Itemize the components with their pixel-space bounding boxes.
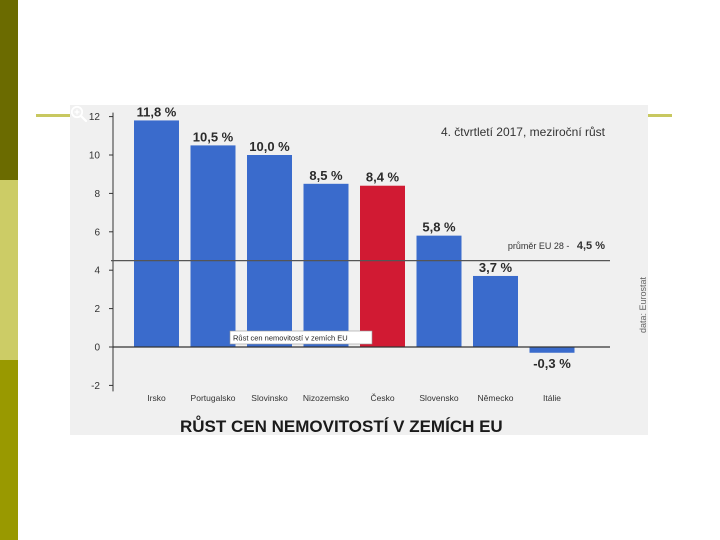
bar-5 [416, 235, 462, 347]
y-tick-label-7: 12 [89, 112, 101, 123]
y-tick-label-3: 4 [94, 266, 100, 277]
bars [134, 120, 575, 353]
bar-4 [360, 185, 405, 347]
x-tick-label-4: Česko [370, 393, 394, 403]
avg-annotation: průměr EU 28 - 4,5 % [508, 236, 605, 253]
value-label-6: 3,7 % [479, 260, 513, 275]
avg-label: průměr EU 28 - [508, 241, 570, 251]
decor-line-left [36, 114, 76, 117]
value-label-3: 8,5 % [309, 168, 343, 183]
value-label-4: 8,4 % [366, 170, 400, 185]
bar-7 [529, 347, 575, 353]
avg-value: 4,5 % [577, 240, 605, 252]
tooltip: Růst cen nemovitostí v zemích EU [229, 330, 373, 345]
bar-chart: -2 0 2 4 6 8 10 12 11,8 % 10,5 % 10,0 % 8,5 % 8,4 %… [89, 105, 648, 435]
data-source: data: Eurostat [638, 276, 648, 333]
value-labels: 11,8 % 10,5 % 10,0 % 8,5 % 8,4 % 5,8 % 3,7 % -0… [137, 105, 572, 371]
x-tick-label-0: Irsko [147, 393, 166, 403]
x-axis-labels: Irsko Portugalsko Slovinsko Nizozemsko Česko… [147, 393, 561, 403]
x-tick-label-5: Slovensko [419, 393, 458, 403]
zoom-in-icon[interactable] [70, 105, 88, 123]
chart-subtitle: 4. čtvrtletí 2017, meziroční růst [441, 125, 606, 139]
tooltip-box [229, 330, 373, 345]
bar-1 [190, 145, 236, 347]
bar-3 [303, 183, 349, 347]
y-tick-label-0: -2 [91, 381, 100, 392]
y-axis: -2 0 2 4 6 8 10 12 [89, 112, 114, 392]
x-tick-label-3: Nizozemsko [303, 393, 350, 403]
x-tick-label-2: Slovinsko [251, 393, 288, 403]
x-tick-label-7: Itálie [543, 393, 561, 403]
bar-0 [134, 120, 179, 347]
side-bar-top [0, 0, 18, 180]
y-tick-label-4: 6 [94, 227, 100, 238]
side-bar-middle [0, 180, 18, 360]
y-tick-label-1: 0 [94, 343, 100, 354]
bar-6 [473, 275, 518, 347]
value-label-0: 11,8 % [137, 105, 177, 119]
value-label-5: 5,8 % [422, 220, 456, 235]
bar-2 [247, 155, 292, 347]
side-bar-bottom [0, 360, 18, 540]
value-label-7: -0,3 % [533, 356, 571, 371]
decor-line-right [645, 114, 672, 117]
value-label-1: 10,5 % [193, 129, 234, 144]
y-tick-label-5: 8 [94, 189, 100, 200]
x-tick-label-6: Německo [478, 393, 514, 403]
value-label-2: 10,0 % [249, 139, 290, 154]
tooltip-text: Růst cen nemovitostí v zemích EU [233, 334, 348, 343]
y-tick-label-6: 10 [89, 151, 101, 162]
chart-title: RŮST CEN NEMOVITOSTÍ V ZEMÍCH EU [180, 416, 503, 435]
y-tick-label-2: 2 [94, 304, 100, 315]
chart-figure: -2 0 2 4 6 8 10 12 11,8 % 10,5 % 10,0 % 8,5 % 8,4 %… [70, 105, 648, 435]
x-tick-label-1: Portugalsko [191, 393, 236, 403]
